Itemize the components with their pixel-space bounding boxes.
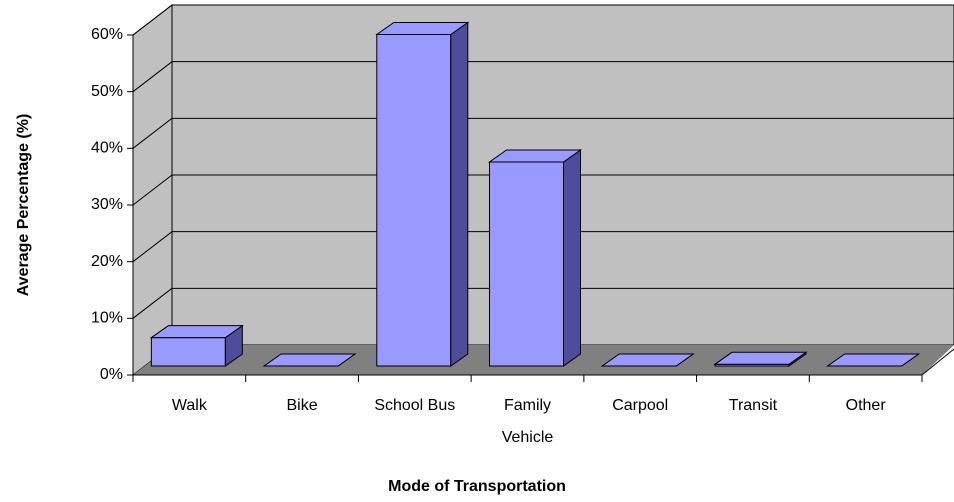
bar-top <box>826 353 921 367</box>
y-tick-label: 40% <box>91 140 123 157</box>
grid-line <box>132 117 173 149</box>
bar-side <box>563 149 581 367</box>
x-tick-label: Carpool <box>612 397 669 414</box>
y-tick-label: 30% <box>91 196 123 213</box>
x-tick-label: Bike <box>286 397 318 414</box>
x-tick-label: School Bus <box>374 397 456 414</box>
bar-top <box>600 353 695 367</box>
grid-line <box>132 61 173 93</box>
y-tick-label: 50% <box>91 83 123 100</box>
bar-side <box>450 21 469 367</box>
y-axis-title: Average Percentage (%) <box>15 114 32 297</box>
y-tick-label: 10% <box>91 310 123 327</box>
grid-line <box>132 174 173 206</box>
x-axis <box>921 348 954 376</box>
x-tick-label: Other <box>845 397 886 414</box>
x-tick-label: Family Vehicle <box>501 397 554 446</box>
bar-top <box>375 22 470 35</box>
bar-top <box>262 353 357 367</box>
bar <box>150 337 226 367</box>
y-tick-label: 0% <box>100 366 123 383</box>
y-tick-label: 60% <box>91 26 123 43</box>
bar-top <box>149 325 244 339</box>
bar-top <box>487 149 583 163</box>
x-axis-title: Mode of Transportation <box>388 478 566 495</box>
bar-top <box>713 351 808 365</box>
bar <box>376 34 452 367</box>
y-tick-label: 20% <box>91 253 123 270</box>
grid-line <box>132 4 173 36</box>
x-tick-label: Transit <box>728 397 778 414</box>
grid-line <box>132 231 173 263</box>
x-tick-label: Walk <box>171 397 207 414</box>
grid-line <box>132 287 173 319</box>
bar <box>489 161 564 367</box>
